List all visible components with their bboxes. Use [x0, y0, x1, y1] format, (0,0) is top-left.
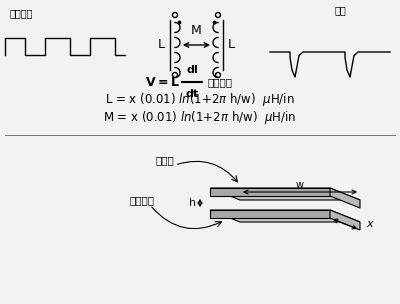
Text: h: h — [189, 198, 196, 208]
Text: dt: dt — [186, 89, 198, 99]
Text: 电压: 电压 — [334, 5, 346, 15]
Polygon shape — [210, 210, 360, 222]
Text: $\mathbf{V = L}$: $\mathbf{V = L}$ — [145, 75, 180, 88]
Polygon shape — [210, 188, 330, 196]
Text: 信号线: 信号线 — [155, 155, 174, 165]
Text: L = x (0.01) $\it{ln}$(1+2$\pi$ h/w)  $\mu$H/in: L = x (0.01) $\it{ln}$(1+2$\pi$ h/w) $\m… — [105, 92, 295, 109]
Text: M = x (0.01) $\it{ln}$(1+2$\pi$ h/w)  $\mu$H/in: M = x (0.01) $\it{ln}$(1+2$\pi$ h/w) $\m… — [103, 109, 297, 126]
Text: x: x — [366, 219, 373, 229]
Polygon shape — [330, 210, 360, 230]
Polygon shape — [210, 188, 360, 200]
Text: L: L — [158, 39, 165, 51]
Text: dI: dI — [186, 65, 198, 75]
Polygon shape — [330, 188, 360, 208]
Text: w: w — [296, 180, 304, 190]
Text: 电流回路: 电流回路 — [130, 195, 155, 205]
Polygon shape — [210, 210, 330, 218]
Text: M: M — [191, 24, 202, 37]
Text: 输入电流: 输入电流 — [10, 8, 34, 18]
Text: （伏特）: （伏特） — [207, 77, 232, 87]
Text: L: L — [228, 39, 235, 51]
